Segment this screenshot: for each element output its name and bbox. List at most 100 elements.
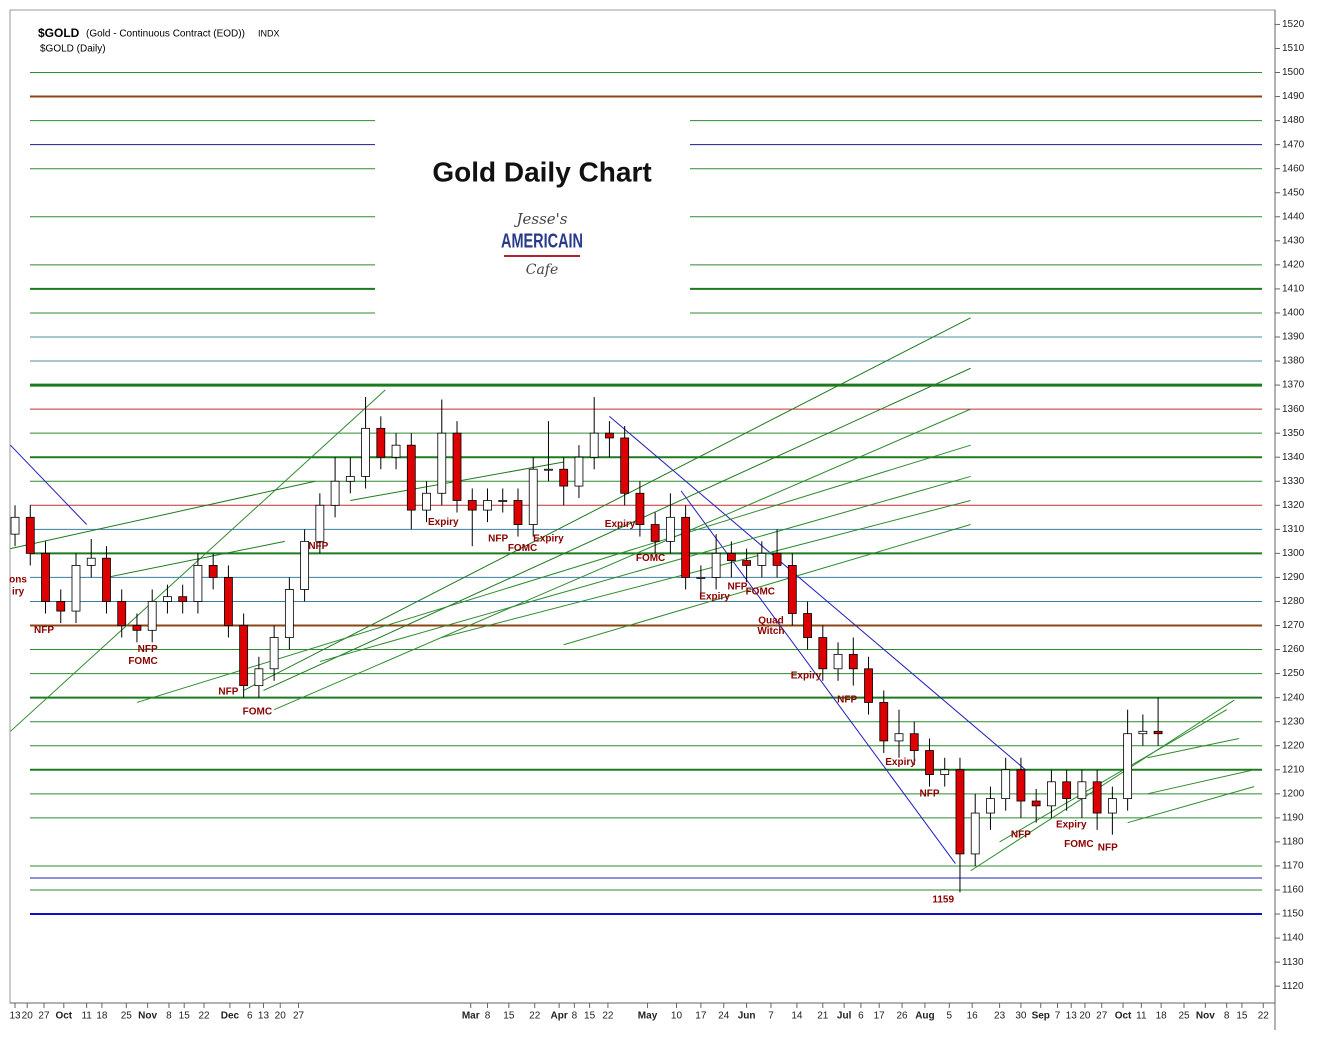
x-tick-label: 24 [718, 1011, 730, 1022]
candle-body [726, 552, 736, 561]
annotation: NFP [138, 644, 158, 655]
candle-body [848, 653, 858, 670]
x-tick-label: 25 [121, 1011, 133, 1022]
candle-body [193, 565, 203, 602]
trendline [10, 480, 316, 550]
candle-body [117, 601, 127, 626]
y-tick-label: 1250 [1282, 668, 1305, 679]
x-tick-label: 23 [994, 1011, 1006, 1022]
chart-title: Gold Daily Chart [432, 156, 651, 187]
candle-body [391, 444, 401, 458]
x-tick-label: Dec [221, 1011, 240, 1022]
candle-body [224, 577, 233, 626]
y-tick-label: 1520 [1282, 19, 1305, 30]
candle-body [1092, 781, 1102, 814]
x-tick-label: 7 [768, 1011, 774, 1022]
x-tick-label: 17 [695, 1011, 707, 1022]
x-tick-label: 18 [1156, 1011, 1168, 1022]
x-tick-label: 11 [1136, 1011, 1147, 1022]
annotation: FOMC [128, 656, 157, 667]
annotation: FOMC [1064, 839, 1093, 850]
x-tick-label: Aug [915, 1011, 934, 1022]
y-tick-label: 1260 [1282, 644, 1305, 655]
y-tick-label: 1480 [1282, 115, 1305, 126]
annotation: NFP [1011, 829, 1031, 840]
trendline [1127, 786, 1255, 824]
y-tick-label: 1400 [1282, 308, 1305, 319]
candle-body [239, 625, 249, 687]
trendline [563, 524, 971, 646]
candle-body [925, 750, 934, 775]
candle-body [986, 798, 995, 814]
y-tick-label: 1510 [1282, 43, 1305, 54]
candle-body [483, 500, 492, 511]
candle-body [696, 577, 706, 579]
candle-body [681, 516, 691, 578]
candle-body [102, 557, 111, 602]
y-tick-label: 1190 [1282, 813, 1304, 824]
annotation: FOMC [243, 707, 272, 718]
candle-body [803, 613, 812, 638]
y-tick-label: 1320 [1282, 500, 1305, 511]
y-tick-label: 1150 [1282, 909, 1304, 920]
candle-body [955, 769, 965, 855]
y-tick-label: 1310 [1282, 524, 1305, 535]
y-tick-label: 1280 [1282, 596, 1305, 607]
y-tick-label: 1430 [1282, 235, 1305, 246]
annotation: Witch [757, 626, 784, 637]
x-tick-label: Sep [1032, 1011, 1050, 1022]
candle-body [620, 437, 630, 494]
candle-body [498, 500, 508, 502]
candle-body [1001, 769, 1011, 800]
candle-body [25, 516, 35, 554]
x-tick-label: Nov [138, 1011, 157, 1022]
x-tick-label: 10 [671, 1011, 683, 1022]
candle-body [422, 492, 431, 511]
annotation: NFP [837, 695, 857, 706]
annotation: ons [9, 574, 27, 585]
x-tick-label: 8 [572, 1011, 578, 1022]
y-tick-label: 1350 [1282, 428, 1305, 439]
candle-body [1062, 781, 1072, 800]
description: (Gold - Continuous Contract (EOD)) [86, 29, 245, 40]
x-tick-label: 8 [166, 1011, 172, 1022]
y-tick-label: 1470 [1282, 139, 1305, 150]
x-tick-label: 15 [503, 1011, 515, 1022]
candles [10, 397, 1163, 893]
x-tick-label: 16 [967, 1011, 979, 1022]
y-tick-label: 1360 [1282, 404, 1305, 415]
candle-body [864, 668, 873, 703]
trendline [263, 367, 971, 691]
annotation: Expiry [699, 591, 730, 602]
x-tick-label: Oct [55, 1011, 72, 1022]
y-tick-label: 1440 [1282, 211, 1305, 222]
trendline [1147, 738, 1239, 759]
candle-body [513, 500, 523, 525]
annotation: NFP [308, 541, 328, 552]
trendline [680, 490, 956, 864]
candle-body [742, 560, 751, 566]
candle-body [1047, 781, 1056, 807]
x-tick-label: 20 [1079, 1011, 1091, 1022]
candle-body [361, 427, 370, 477]
candle-body [452, 432, 462, 501]
candle-body [589, 432, 599, 458]
y-tick-label: 1450 [1282, 187, 1305, 198]
candle-body [467, 500, 477, 511]
annotation: NFP [34, 625, 54, 636]
candle-body [940, 769, 950, 775]
y-tick-label: 1220 [1282, 740, 1305, 751]
y-tick-label: 1270 [1282, 620, 1305, 631]
y-tick-label: 1160 [1282, 885, 1304, 896]
annotation: Expiry [885, 757, 916, 768]
y-tick-label: 1170 [1282, 861, 1304, 872]
candle-body [71, 565, 81, 612]
x-tick-label: 7 [1055, 1011, 1061, 1022]
annotation: Quad [758, 615, 784, 626]
trendline [243, 317, 971, 691]
annotation: NFP [218, 686, 238, 697]
candle-body [574, 456, 584, 487]
y-tick-label: 1140 [1282, 933, 1304, 944]
x-tick-label: Mar [462, 1011, 480, 1022]
candle-body [1153, 730, 1163, 735]
